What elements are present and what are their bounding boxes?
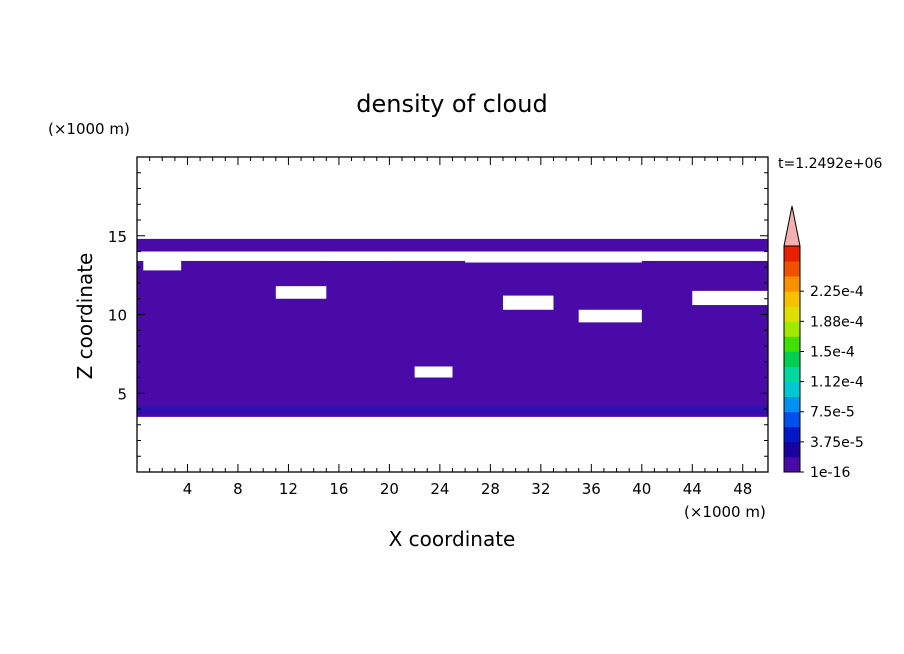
colorbar-label: 2.25e-4	[810, 284, 864, 300]
colorbar-segment	[784, 306, 800, 322]
y-unit-label: (×1000 m)	[48, 120, 130, 138]
density-field	[137, 238, 768, 417]
x-tick-label: 44	[683, 480, 702, 498]
x-tick-label: 24	[430, 480, 449, 498]
cloud-dense-strip	[137, 405, 768, 414]
colorbar-extend-arrow	[783, 205, 801, 247]
colorbar-label: 1.88e-4	[810, 314, 864, 330]
colorbar: 1e-16 3.75e-5 7.5e-5 1.12e-4 1.5e-4 1.88e-4 2.…	[783, 205, 864, 481]
x-axis-label: X coordinate	[389, 527, 516, 551]
colorbar-segment	[784, 426, 800, 443]
x-tick-label: 16	[329, 480, 348, 498]
cloud-gap	[502, 295, 554, 310]
colorbar-segment	[784, 321, 800, 337]
y-ticks: 5 10 15	[108, 172, 768, 457]
colorbar-segment	[784, 456, 800, 473]
x-tick-label: 36	[582, 480, 601, 498]
y-axis-label: Z coordinate	[73, 253, 97, 380]
chart-title: density of cloud	[356, 90, 547, 118]
x-unit-label: (×1000 m)	[684, 503, 766, 521]
colorbar-segment	[784, 261, 800, 277]
cloud-gap	[326, 253, 390, 261]
cloud-gap	[414, 366, 453, 378]
x-tick-label: 28	[481, 480, 500, 498]
y-tick-label: 5	[117, 385, 127, 403]
colorbar-label: 7.5e-5	[810, 405, 855, 421]
colorbar-segment	[784, 276, 800, 292]
colorbar-label: 1.5e-4	[810, 344, 855, 360]
y-tick-label: 15	[108, 228, 127, 246]
x-tick-label: 8	[233, 480, 243, 498]
cloud-gap	[578, 309, 642, 323]
x-tick-label: 32	[531, 480, 550, 498]
colorbar-segment	[784, 351, 800, 367]
cloud-gap	[143, 257, 182, 271]
colorbar-segment	[784, 291, 800, 307]
x-tick-label: 12	[279, 480, 298, 498]
y-tick-label: 10	[108, 307, 127, 325]
cloud-gap	[275, 286, 327, 299]
colorbar-label: 1e-16	[810, 465, 850, 481]
colorbar-label: 3.75e-5	[810, 435, 864, 451]
cloud-main-body	[137, 275, 768, 417]
x-tick-label: 48	[733, 480, 752, 498]
colorbar-segment	[784, 441, 800, 458]
colorbar-label: 1.12e-4	[810, 375, 864, 391]
cloud-gap	[692, 290, 768, 306]
colorbar-segment	[784, 246, 800, 262]
colorbar-segment	[784, 411, 800, 428]
colorbar-segment	[784, 336, 800, 352]
x-tick-label: 4	[183, 480, 193, 498]
cloud-upper-band	[137, 260, 768, 283]
x-tick-label: 20	[380, 480, 399, 498]
colorbar-segment	[784, 381, 800, 398]
colorbar-segment	[784, 366, 800, 382]
x-tick-label: 40	[632, 480, 651, 498]
cloud-upper-band	[137, 238, 768, 252]
time-label: t=1.2492e+06	[778, 156, 882, 172]
x-ticks: 4 8 12 16 20 24 28 32 36 40 44 48	[149, 157, 756, 498]
cloud-gap	[465, 251, 642, 263]
colorbar-segment	[784, 396, 800, 413]
